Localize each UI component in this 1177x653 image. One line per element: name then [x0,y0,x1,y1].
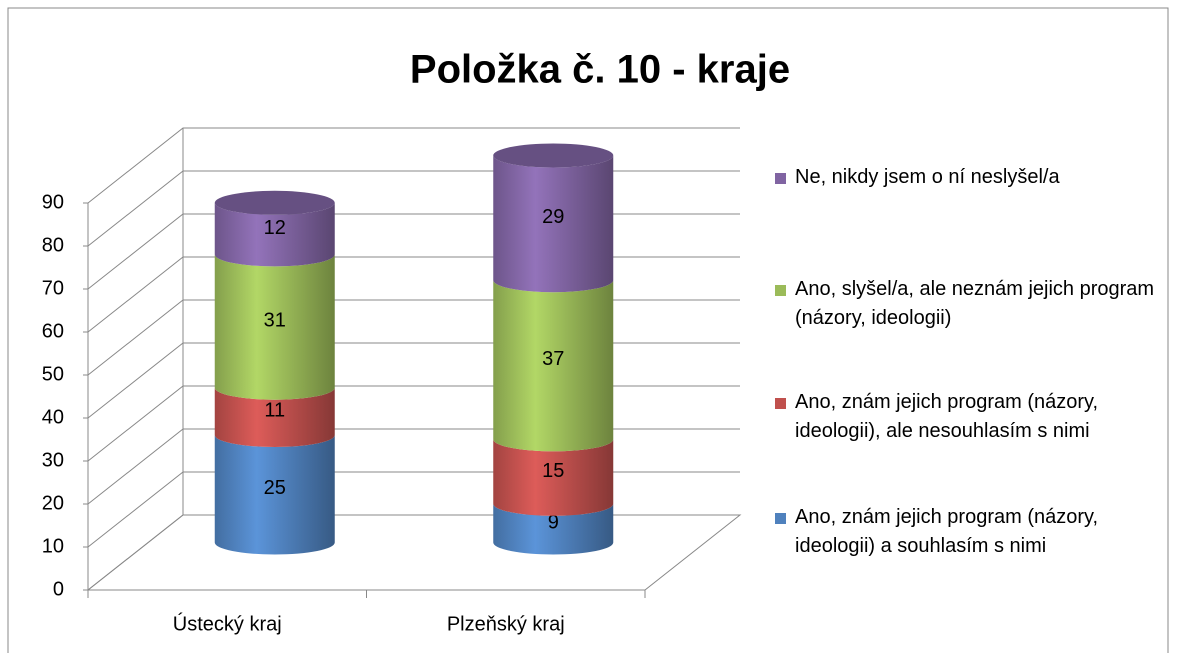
legend-item: Ano, znám jejich program (názory, ideolo… [775,503,1160,561]
y-tick-label: 40 [42,406,64,428]
value-label: 12 [264,217,286,239]
y-tick-label: 20 [42,492,64,514]
bar-segment [493,280,614,452]
bar-segment [493,155,614,293]
y-tick-label: 10 [42,535,64,557]
value-label: 29 [542,206,564,228]
value-label: 9 [548,511,559,533]
bar-segment [214,254,335,400]
y-tick-label: 80 [42,234,64,256]
bar-top [214,190,335,215]
legend-swatch [775,173,786,184]
x-tick-label: Ústecký kraj [173,612,282,635]
value-label: 15 [542,460,564,482]
value-label: 31 [264,309,286,331]
y-tick-label: 30 [42,449,64,471]
legend-label: Ano, znám jejich program (názory, ideolo… [795,506,1099,557]
legend-swatch [775,513,786,524]
legend-item: Ano, slyšel/a, ale neznám jejich program… [775,275,1160,333]
y-tick-label: 60 [42,320,64,342]
chart-title: Položka č. 10 - kraje [410,48,790,92]
x-tick-label: Plzeňský kraj [447,613,565,635]
value-label: 37 [542,348,564,370]
legend-label: Ano, slyšel/a, ale neznám jejich program… [795,278,1155,329]
y-tick-label: 50 [42,363,64,385]
bar-segment [214,202,335,267]
value-label: 11 [264,400,285,422]
legend-swatch [775,398,786,409]
value-label: 25 [264,477,286,499]
legend-label: Ne, nikdy jsem o ní neslyšel/a [795,166,1060,188]
y-tick-label: 70 [42,277,64,299]
bar-top [493,143,614,168]
bar-segment [493,503,614,555]
bar-segment [214,435,335,555]
bar-segment [493,439,614,516]
legend-item: Ano, znám jejich program (názory, ideolo… [775,388,1160,446]
y-tick-label: 90 [42,191,64,213]
bar-segment [214,387,335,447]
legend-item: Ne, nikdy jsem o ní neslyšel/a [775,163,1160,192]
legend-swatch [775,285,786,296]
y-tick-label: 0 [53,578,64,600]
grid-line [87,127,740,204]
legend-label: Ano, znám jejich program (názory, ideolo… [795,391,1099,442]
